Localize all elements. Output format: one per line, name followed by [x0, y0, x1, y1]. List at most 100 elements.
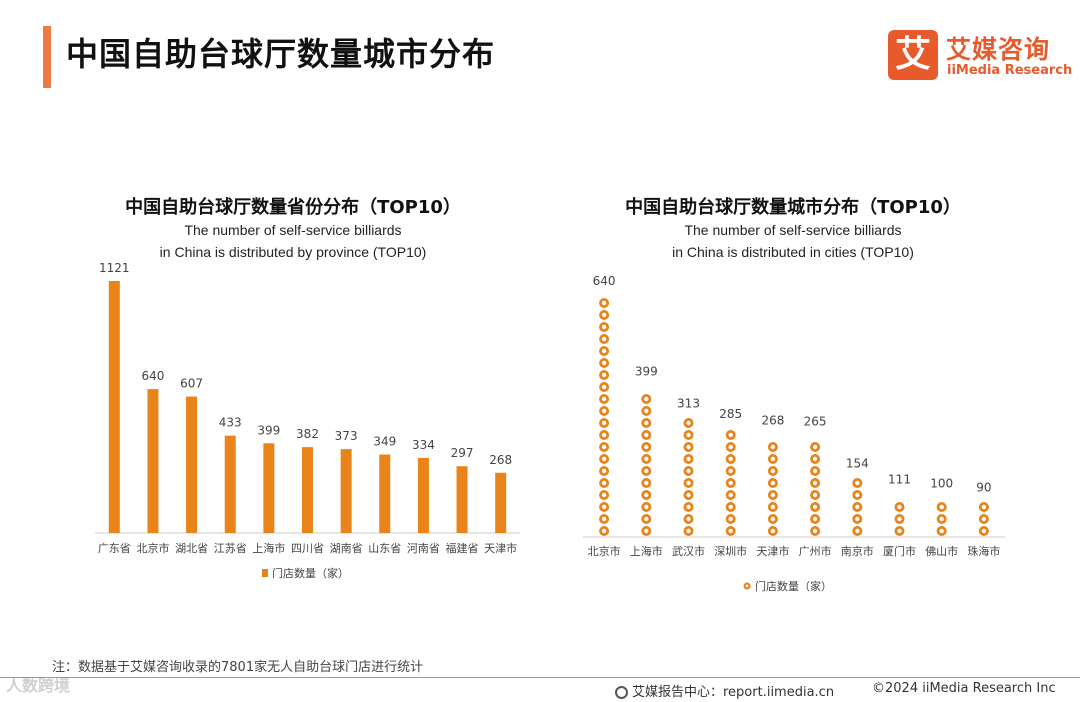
- x-tick-label: 山东省: [368, 542, 401, 555]
- ball-spot: [601, 480, 607, 486]
- data-label: 154: [846, 456, 869, 470]
- data-note: 注：数据基于艾媒咨询收录的7801家无人自助台球门店进行统计: [52, 660, 424, 675]
- footer-report-center: 艾媒报告中心：report.iimedia.cn: [615, 681, 834, 700]
- ball-spot: [601, 444, 607, 450]
- data-label: 382: [296, 427, 319, 441]
- title-accent-bar: [43, 26, 51, 88]
- ball-spot: [855, 528, 860, 534]
- data-label: 111: [888, 472, 911, 486]
- ball-spot: [644, 492, 649, 498]
- ball-spot: [601, 396, 607, 402]
- x-tick-label: 北京市: [136, 541, 169, 555]
- ball-spot: [601, 492, 607, 498]
- ball-spot: [644, 516, 649, 522]
- ball-spot: [601, 360, 607, 366]
- ball-spot: [812, 456, 818, 462]
- ball-spot: [686, 528, 691, 534]
- legend-swatch-spot: [745, 584, 749, 588]
- pictogram-bar: [767, 442, 778, 536]
- pictogram-bar: [894, 502, 905, 536]
- data-label: 90: [976, 480, 991, 494]
- ball-spot: [812, 492, 818, 498]
- pictogram-bar: [978, 502, 989, 536]
- x-tick-label: 厦门市: [883, 544, 916, 558]
- data-label: 297: [451, 446, 474, 460]
- bar: [456, 466, 468, 533]
- ball-spot: [728, 468, 733, 474]
- x-tick-label: 广州市: [799, 544, 832, 558]
- pictogram-bar: [936, 502, 947, 536]
- ball-spot: [644, 420, 649, 426]
- ball-spot: [897, 504, 902, 510]
- x-tick-label: 深圳市: [714, 544, 747, 558]
- ball-spot: [728, 492, 733, 498]
- logo-name-cn: 艾媒咨询: [946, 35, 1051, 64]
- globe-icon: [615, 686, 628, 699]
- ball-spot: [770, 504, 776, 510]
- data-label: 1121: [99, 261, 130, 275]
- x-tick-label: 湖北省: [175, 542, 208, 555]
- page-title: 中国自助台球厅数量城市分布: [66, 35, 496, 73]
- ball-spot: [686, 444, 691, 450]
- x-tick-label: 北京市: [588, 544, 621, 558]
- ball-spot: [644, 504, 649, 510]
- ball-spot: [855, 492, 860, 498]
- pictogram-bar: [641, 394, 652, 536]
- data-label: 100: [930, 477, 953, 491]
- data-label: 349: [373, 435, 396, 449]
- city-chart-subtitle-1: The number of self-service billiards: [684, 222, 902, 238]
- bar: [340, 449, 352, 533]
- data-label: 268: [489, 453, 512, 467]
- ball-spot: [770, 516, 776, 522]
- city-chart-title: 中国自助台球厅数量城市分布（TOP10）: [625, 197, 961, 218]
- data-label: 285: [719, 407, 742, 421]
- x-tick-label: 福建省: [446, 541, 479, 555]
- x-tick-label: 南京市: [841, 544, 874, 558]
- province-chart-title: 中国自助台球厅数量省份分布（TOP10）: [125, 197, 461, 218]
- x-tick-label: 四川省: [291, 542, 324, 555]
- ball-spot: [644, 528, 649, 534]
- bar: [224, 435, 236, 533]
- ball-spot: [601, 456, 607, 462]
- ball-spot: [644, 480, 649, 486]
- ball-spot: [601, 384, 607, 390]
- ball-spot: [686, 492, 691, 498]
- ball-spot: [601, 528, 607, 534]
- ball-spot: [812, 504, 818, 510]
- ball-spot: [686, 504, 691, 510]
- legend-swatch: [262, 569, 268, 577]
- ball-spot: [981, 516, 987, 522]
- ball-spot: [601, 516, 607, 522]
- footer-divider: [0, 677, 1080, 678]
- ball-spot: [812, 480, 818, 486]
- pictogram-bar: [725, 430, 736, 536]
- pictogram-bar: [599, 298, 610, 536]
- ball-spot: [728, 444, 733, 450]
- brand-logo: 艾 艾媒咨询 iiMedia Research: [888, 30, 1072, 84]
- x-tick-label: 江苏省: [214, 542, 247, 555]
- data-label: 334: [412, 438, 435, 452]
- legend-label: 门店数量（家）: [755, 579, 832, 593]
- ball-spot: [686, 516, 691, 522]
- bar: [186, 396, 198, 533]
- ball-spot: [981, 528, 987, 534]
- x-tick-label: 珠海市: [967, 544, 1000, 558]
- ball-spot: [644, 468, 649, 474]
- bar: [108, 281, 120, 533]
- ball-spot: [855, 516, 860, 522]
- legend-label: 门店数量（家）: [272, 566, 349, 580]
- ball-spot: [601, 372, 607, 378]
- city-chart-subtitle-2: in China is distributed in cities (TOP10…: [672, 244, 914, 260]
- data-label: 399: [635, 364, 658, 378]
- data-label: 268: [761, 414, 784, 428]
- x-tick-label: 上海市: [252, 541, 285, 555]
- ball-spot: [728, 432, 733, 438]
- ball-spot: [770, 480, 776, 486]
- bar: [302, 447, 313, 533]
- logo-name-en: iiMedia Research: [947, 63, 1073, 78]
- data-label: 640: [142, 369, 165, 383]
- ball-spot: [939, 516, 944, 522]
- x-tick-label: 上海市: [630, 544, 663, 558]
- data-label: 607: [180, 377, 203, 391]
